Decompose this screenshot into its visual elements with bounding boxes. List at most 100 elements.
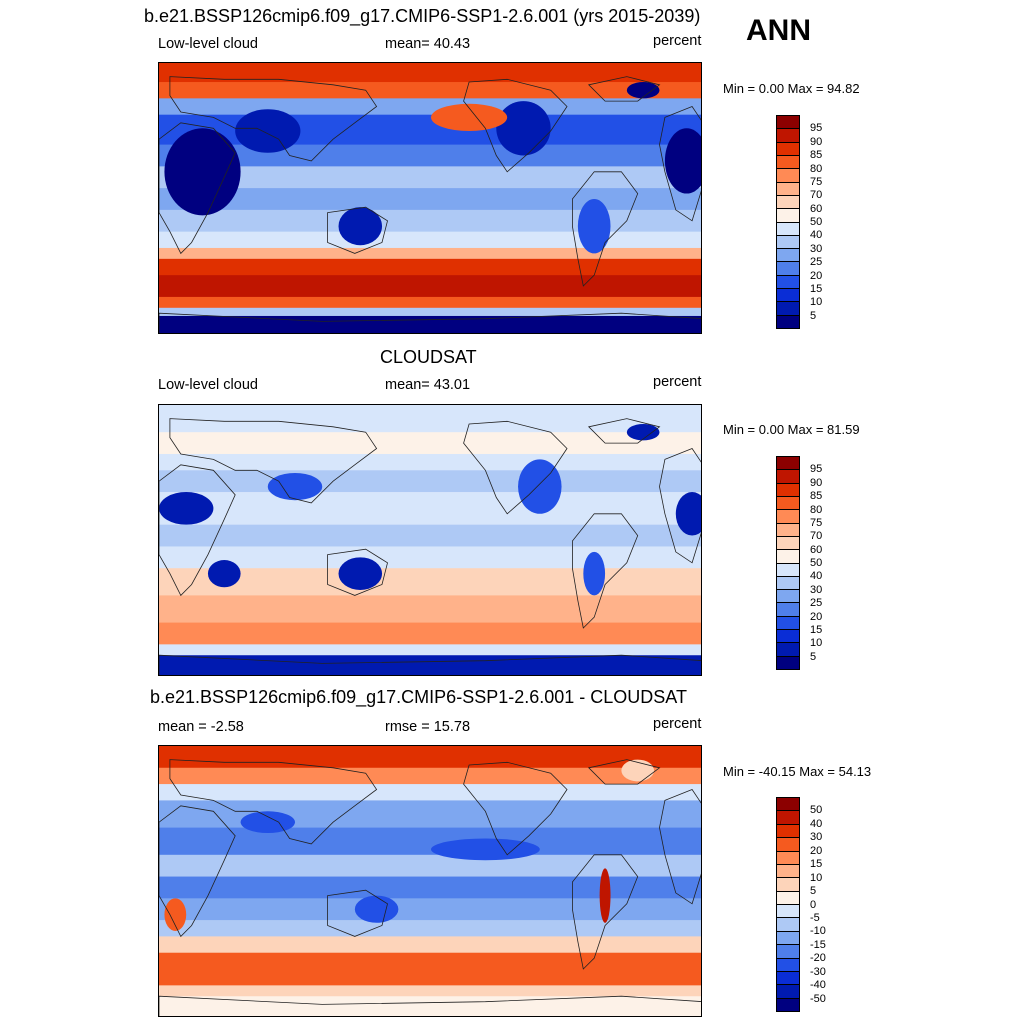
colorbar-tick-label: -5 — [810, 911, 820, 924]
panel2-title: CLOUDSAT — [380, 347, 477, 367]
panel3-title: b.e21.BSSP126cmip6.f09_g17.CMIP6-SSP1-2.… — [150, 687, 687, 707]
colorbar-tick-label: -50 — [810, 992, 826, 1005]
panel1-variable-label: Low-level cloud — [158, 36, 258, 52]
colorbar-swatch — [777, 262, 799, 276]
colorbar-swatch — [777, 798, 799, 812]
colorbar-swatch — [777, 222, 799, 236]
colorbar-tick-label: -30 — [810, 965, 826, 978]
field-band — [159, 307, 701, 317]
colorbar-tick-label: 30 — [810, 831, 823, 844]
field-anomaly — [431, 103, 508, 131]
colorbar-tick-label: 5 — [810, 650, 817, 663]
field-band — [159, 524, 701, 547]
continent-outline — [169, 76, 378, 162]
colorbar-tick-label: -15 — [810, 938, 826, 951]
colorbar-swatch — [777, 169, 799, 183]
field-band — [159, 622, 701, 645]
colorbar-swatch — [777, 931, 799, 946]
colorbar-swatch — [777, 563, 799, 577]
colorbar-swatch — [777, 851, 799, 865]
field-band — [159, 996, 701, 1016]
colorbar-swatch — [777, 209, 799, 223]
field-band — [159, 655, 701, 675]
field-anomaly — [577, 199, 611, 254]
field-band — [159, 188, 701, 211]
field-band — [159, 144, 701, 167]
colorbar-tick-label: 20 — [810, 269, 823, 282]
colorbar-swatch — [777, 985, 799, 999]
colorbar-swatch — [777, 510, 799, 524]
colorbar-tick-label: 85 — [810, 149, 823, 162]
field-anomaly — [338, 207, 383, 246]
continent-outline — [463, 761, 568, 856]
colorbar-tick-label: 5 — [810, 309, 817, 322]
field-anomaly — [235, 109, 301, 153]
colorbar-swatch — [777, 811, 799, 825]
field-band — [159, 595, 701, 624]
continent-outline — [587, 418, 661, 444]
field-anomaly — [675, 492, 701, 536]
colorbar-tick-label: 85 — [810, 490, 823, 503]
field-band — [159, 432, 701, 455]
colorbar-tick-label: 50 — [810, 557, 823, 569]
colorbar-tick-label: 10 — [810, 296, 823, 309]
continent-outline — [587, 76, 661, 102]
colorbar-tick-label: 40 — [810, 229, 823, 242]
field-band — [159, 898, 701, 921]
field-band — [159, 920, 701, 937]
colorbar-swatch — [777, 536, 799, 551]
continent-outline — [159, 122, 236, 255]
colorbar-tick-label: 40 — [810, 570, 823, 583]
colorbar-swatch — [777, 945, 799, 959]
field-anomaly — [518, 459, 562, 514]
colorbar-tick-label: 10 — [810, 637, 823, 650]
colorbar-swatch — [777, 864, 799, 879]
field-band — [159, 827, 701, 856]
colorbar-swatch — [777, 496, 799, 511]
colorbar-swatch — [777, 315, 799, 328]
continent-outline — [169, 418, 378, 504]
panel2-units-label: percent — [653, 374, 702, 390]
colorbar-tick-label: 90 — [810, 135, 823, 148]
colorbar-swatch — [777, 302, 799, 316]
colorbar-tick-label: 20 — [810, 610, 823, 623]
field-anomaly — [626, 82, 660, 99]
colorbar-tick-label: 80 — [810, 503, 823, 516]
colorbar-tick-label: 5 — [810, 885, 817, 898]
colorbar-swatch — [777, 155, 799, 170]
colorbar-tick-label: -40 — [810, 979, 826, 992]
field-band — [159, 166, 701, 189]
field-anomaly — [164, 898, 187, 931]
colorbar-swatch — [777, 275, 799, 290]
panel1-mean-label: mean= 40.43 — [385, 36, 471, 52]
field-band — [159, 767, 701, 785]
continent-outline — [159, 995, 701, 1016]
panel3-rmse-label: rmse = 15.78 — [385, 719, 471, 735]
colorbar-swatch — [777, 576, 799, 591]
colorbar-swatch — [777, 590, 799, 604]
colorbar-tick-label: -10 — [810, 925, 826, 938]
colorbar-tick-label: 50 — [810, 804, 823, 817]
field-band — [159, 63, 701, 83]
panel3-colorbar — [776, 797, 800, 1012]
colorbar-swatch — [777, 630, 799, 644]
colorbar-tick-label: 0 — [810, 898, 817, 911]
panel3-mean-label: mean = -2.58 — [158, 719, 244, 735]
panel2-map — [158, 404, 702, 676]
field-anomaly — [240, 811, 295, 834]
field-anomaly — [338, 557, 383, 590]
colorbar-tick-label: 15 — [810, 858, 823, 871]
field-band — [159, 952, 701, 986]
panel2-minmax: Min = 0.00 Max = 81.59 — [723, 422, 860, 437]
colorbar-tick-label: 75 — [810, 175, 823, 188]
field-band — [159, 296, 701, 309]
field-anomaly — [207, 560, 241, 588]
field-band — [159, 936, 701, 954]
field-anomaly — [431, 838, 540, 861]
colorbar-swatch — [777, 249, 799, 263]
colorbar-swatch — [777, 142, 799, 156]
colorbar-swatch — [777, 643, 799, 657]
colorbar-swatch — [777, 998, 799, 1011]
colorbar-tick-label: 10 — [810, 871, 823, 884]
colorbar-tick-label: 15 — [810, 623, 823, 636]
